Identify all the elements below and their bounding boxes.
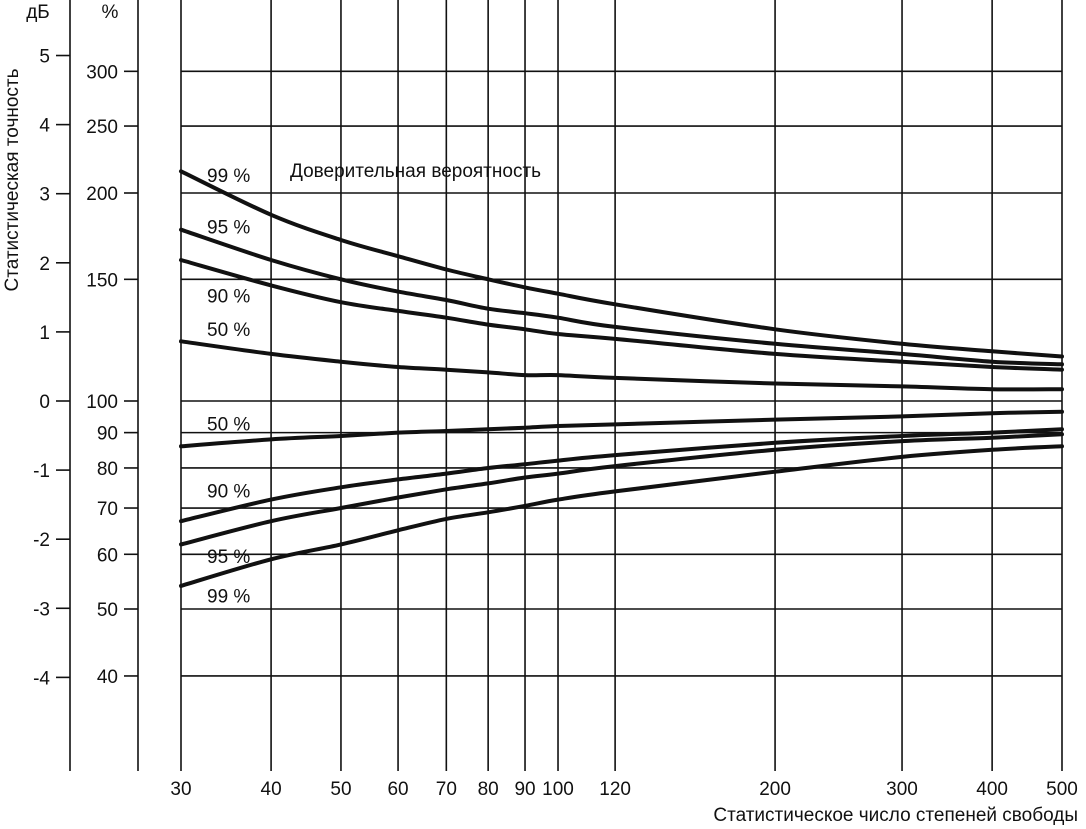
- db-tick-label: 1: [39, 323, 50, 344]
- series-labels: 99 % 95 % 90 % 50 % 50 % 90 % 95 % 99 %: [207, 166, 250, 608]
- curve-lower-50: [179, 409, 1064, 449]
- db-tick-label: 0: [39, 392, 50, 413]
- db-tick-label: 2: [39, 254, 50, 275]
- series-label: 95 %: [207, 547, 250, 568]
- db-unit-label: дБ: [26, 2, 50, 23]
- y-axis-title: Статистическая точность: [2, 68, 23, 291]
- percent-tick-label: 100: [86, 392, 118, 413]
- percent-tick-label: 300: [86, 62, 118, 83]
- db-tick-label: 5: [39, 47, 50, 68]
- curve-upper-99: [179, 169, 1064, 359]
- x-tick-label: 120: [599, 779, 631, 800]
- series-label: 90 %: [207, 286, 250, 307]
- percent-tick-label: 50: [97, 600, 118, 621]
- curves: [179, 169, 1064, 588]
- db-tick-label: -3: [33, 599, 50, 620]
- percent-tick-label: 60: [97, 545, 118, 566]
- db-tick-label: -4: [33, 668, 50, 689]
- curve-upper-50: [179, 339, 1064, 392]
- series-label: 95 %: [207, 218, 250, 239]
- x-axis-title: Статистическое число степеней свободы: [713, 805, 1078, 826]
- percent-tick-label: 250: [86, 117, 118, 138]
- curve-lower-95: [179, 432, 1064, 547]
- curve-upper-95: [179, 227, 1064, 367]
- x-tick-label: 70: [436, 779, 457, 800]
- series-label: 50 %: [207, 415, 250, 436]
- grid: [180, 0, 1063, 771]
- x-tick-label: 90: [514, 779, 535, 800]
- x-tick-label: 50: [330, 779, 351, 800]
- curve-lower-99: [179, 444, 1064, 588]
- x-tick-label: 80: [478, 779, 499, 800]
- curve-lower-90: [179, 427, 1064, 524]
- db-tick-label: 3: [39, 185, 50, 206]
- percent-tick-label: 70: [97, 499, 118, 520]
- db-tick-label: -2: [33, 530, 50, 551]
- series-label: 99 %: [207, 166, 250, 187]
- curve-upper-90: [179, 258, 1064, 372]
- x-tick-label: 300: [886, 779, 918, 800]
- x-tick-label: 60: [387, 779, 408, 800]
- percent-tick-label: 200: [86, 184, 118, 205]
- series-label: 99 %: [207, 586, 250, 607]
- percent-unit-label: %: [102, 2, 119, 23]
- x-tick-label: 100: [542, 779, 574, 800]
- db-tick-label: 4: [39, 116, 50, 137]
- percent-tick-label: 80: [97, 459, 118, 480]
- axes: [69, 0, 139, 771]
- series-label: 50 %: [207, 320, 250, 341]
- percent-tick-label: 90: [97, 424, 118, 445]
- confidence-annotation: Доверительная вероятность: [290, 161, 541, 182]
- percent-tick-label: 40: [97, 667, 118, 688]
- db-tick-label: -1: [33, 461, 50, 482]
- series-label: 90 %: [207, 481, 250, 502]
- percent-tick-label: 150: [86, 270, 118, 291]
- x-tick-label: 500: [1046, 779, 1078, 800]
- x-tick-label: 400: [976, 779, 1008, 800]
- x-tick-label: 200: [759, 779, 791, 800]
- x-tick-label: 30: [170, 779, 191, 800]
- x-tick-label: 40: [261, 779, 282, 800]
- ticks: 5 4 3 2 1 0 -1 -2 -3 -4 300 250 200 150 100 90 80 70 60 50 4…: [33, 47, 1078, 800]
